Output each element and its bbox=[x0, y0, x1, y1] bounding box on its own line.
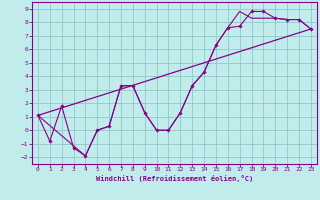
X-axis label: Windchill (Refroidissement éolien,°C): Windchill (Refroidissement éolien,°C) bbox=[96, 175, 253, 182]
